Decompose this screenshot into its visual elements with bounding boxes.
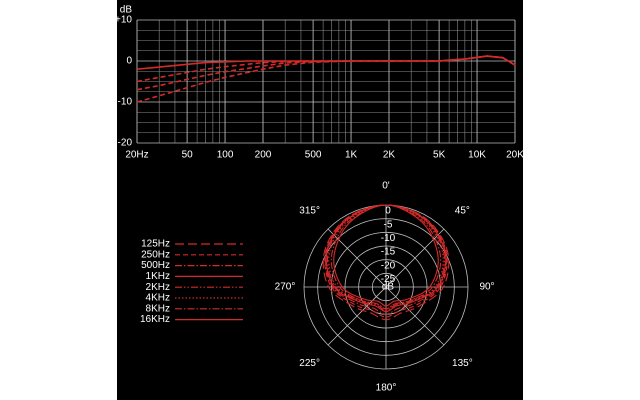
legend-label: 250Hz	[141, 249, 170, 260]
polar-curve	[330, 204, 442, 310]
legend-label: 2KHz	[146, 282, 170, 293]
legend-label: 500Hz	[141, 260, 170, 271]
x-tick-label: 2K	[383, 150, 396, 161]
r-tick-label: -15	[381, 247, 396, 258]
angle-label: 45°	[455, 205, 470, 216]
y-tick-label: 0	[126, 56, 132, 67]
polar-curve	[322, 204, 450, 321]
r-tick-label: 0	[385, 206, 391, 217]
frequency-chart: -20 -10 0 +10 20Hz 50 100 200 500 1K 2K 5K 10K 20K dB	[115, 5, 524, 161]
y-axis-label: dB	[120, 5, 133, 16]
legend-label: 4KHz	[146, 293, 170, 304]
response-curve	[136, 55, 516, 83]
x-tick-label: 100	[217, 150, 234, 161]
angle-label: 90°	[479, 282, 494, 293]
angle-label: 225°	[299, 358, 320, 369]
ring-line	[344, 245, 428, 329]
x-tick-label: 200	[255, 150, 272, 161]
legend-label: 1KHz	[146, 271, 170, 282]
x-tick-label: 5K	[433, 150, 446, 161]
x-tick-label: 50	[182, 150, 194, 161]
legend-label: 125Hz	[141, 239, 170, 250]
angle-label: 315°	[299, 205, 320, 216]
r-tick-label: -5	[384, 219, 393, 230]
angle-label: 270°	[275, 282, 296, 293]
x-tick-label: 20Hz	[125, 150, 148, 161]
polar-curve	[325, 204, 447, 313]
ring-line	[371, 272, 401, 302]
r-tick-label: -10	[381, 233, 396, 244]
polar-curve	[333, 204, 439, 307]
ring-line	[330, 231, 442, 343]
legend-label: 8KHz	[146, 303, 170, 314]
polar-curve	[325, 204, 447, 315]
polar-curve	[324, 204, 448, 318]
legend-label: 16KHz	[140, 314, 170, 325]
y-tick-label: +10	[115, 15, 132, 26]
angle-label: 0'	[382, 181, 390, 192]
polar-curve	[326, 204, 446, 311]
y-tick-label: -10	[118, 97, 133, 108]
polar-curve	[328, 204, 444, 310]
angle-label: 135°	[452, 358, 473, 369]
y-tick-label: -20	[118, 138, 133, 149]
x-tick-label: 20K	[506, 150, 524, 161]
x-tick-label: 500	[305, 150, 322, 161]
angle-label: 180°	[376, 383, 397, 394]
panel-background	[117, 0, 523, 400]
x-tick-label: 1K	[345, 150, 358, 161]
r-tick-label: -20	[381, 260, 396, 271]
ring-line	[317, 218, 455, 356]
x-tick-label: 10K	[468, 150, 486, 161]
r-tick-label: -25	[381, 274, 396, 285]
response-curve	[136, 55, 516, 91]
polar-chart: 0' 45° 90° 135° 180° 225° 270° 315° 0 -5 -10 -15 -20…	[140, 181, 495, 394]
r-axis-label: dB	[382, 282, 395, 293]
